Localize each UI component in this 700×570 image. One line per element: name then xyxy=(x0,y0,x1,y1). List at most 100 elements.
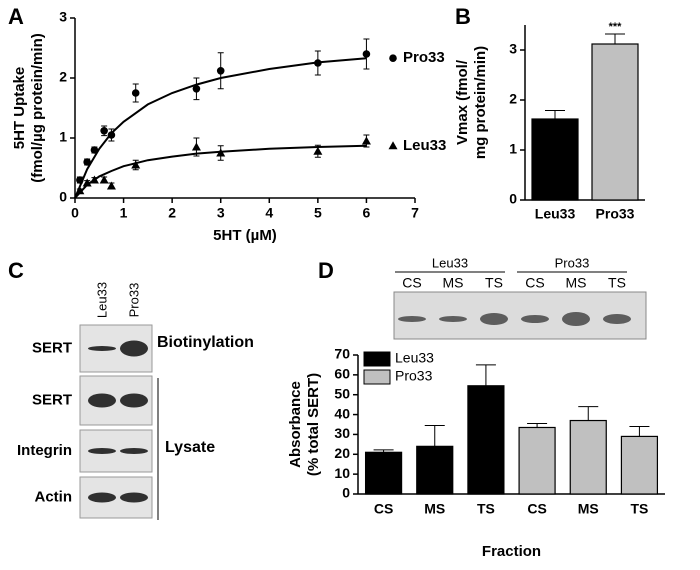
y-tick-label: 0 xyxy=(509,191,517,207)
bar xyxy=(591,43,639,201)
y-tick-label: 0 xyxy=(59,189,67,205)
lane-label: Pro33 xyxy=(126,283,141,318)
blot-band xyxy=(521,315,549,323)
y-tick-label: 3 xyxy=(509,41,517,57)
blot-band xyxy=(562,312,590,326)
legend-label: Leu33 xyxy=(395,350,434,366)
lane-label: TS xyxy=(485,275,503,291)
y-tick-label: 20 xyxy=(334,445,350,461)
legend-marker xyxy=(389,54,397,62)
blot-label: Lysate xyxy=(165,439,215,456)
bar xyxy=(416,445,454,495)
x-tick-label: 1 xyxy=(120,205,128,221)
y-tick-label: 30 xyxy=(334,425,350,441)
row-label: SERT xyxy=(32,391,72,408)
x-tick-label: MS xyxy=(578,501,599,517)
legend-label: Pro33 xyxy=(403,49,445,66)
x-tick-label: 4 xyxy=(265,205,273,221)
data-point xyxy=(107,131,116,139)
data-point xyxy=(216,148,226,157)
data-point xyxy=(313,146,323,155)
x-tick-label: TS xyxy=(477,501,495,517)
lane-label: MS xyxy=(443,275,464,291)
blot-band xyxy=(120,393,148,408)
blot-band xyxy=(439,316,467,322)
y-tick-label: 40 xyxy=(334,405,350,421)
x-tick-label: CS xyxy=(527,501,546,517)
y-tick-label: 70 xyxy=(334,346,350,362)
data-point xyxy=(106,181,116,190)
blot-band xyxy=(88,448,116,454)
data-point xyxy=(89,175,99,184)
panel-label: A xyxy=(8,4,24,29)
blot-band xyxy=(398,316,426,322)
y-tick-label: 1 xyxy=(509,141,517,157)
x-tick-label: 0 xyxy=(71,205,79,221)
lane-label: CS xyxy=(402,275,421,291)
y-axis-label: (fmol/µg protein/min) xyxy=(29,33,46,182)
legend-marker xyxy=(388,141,398,150)
y-axis-label: 5HT Uptake xyxy=(11,67,28,150)
row-label: Actin xyxy=(35,488,73,505)
x-tick-label: Pro33 xyxy=(596,206,635,222)
x-tick-label: MS xyxy=(424,501,445,517)
blot-band xyxy=(120,492,148,503)
blot-band xyxy=(88,492,116,503)
data-point xyxy=(131,160,141,169)
blot-band xyxy=(120,448,148,454)
data-point xyxy=(90,146,99,154)
data-point xyxy=(362,50,371,58)
row-label: Integrin xyxy=(17,442,72,459)
x-tick-label: CS xyxy=(374,501,393,517)
bar xyxy=(569,419,607,495)
y-axis-label: (% total SERT) xyxy=(305,373,322,476)
data-point xyxy=(314,59,322,67)
panel-label: D xyxy=(318,258,334,283)
x-axis-label: 5HT (µM) xyxy=(213,227,277,244)
data-point xyxy=(83,158,91,166)
panel-label: C xyxy=(8,258,24,283)
group-label: Leu33 xyxy=(432,255,468,270)
data-point xyxy=(75,186,85,195)
data-point xyxy=(99,175,109,184)
bar xyxy=(531,118,579,201)
x-axis-label: Fraction xyxy=(482,543,541,560)
y-tick-label: 2 xyxy=(509,91,517,107)
x-tick-label: TS xyxy=(630,501,648,517)
bar xyxy=(518,426,556,495)
legend-swatch xyxy=(363,369,391,385)
lane-label: Leu33 xyxy=(94,282,109,318)
blot-band xyxy=(88,346,116,351)
legend-swatch xyxy=(363,351,391,367)
data-point xyxy=(192,85,201,93)
blot-band xyxy=(603,314,631,324)
data-point xyxy=(131,89,140,97)
x-tick-label: 3 xyxy=(217,205,225,221)
group-label: Pro33 xyxy=(555,255,590,270)
row-label: SERT xyxy=(32,339,72,356)
blot-band xyxy=(120,340,148,357)
bar xyxy=(467,385,505,495)
lane-label: TS xyxy=(608,275,626,291)
y-tick-label: 1 xyxy=(59,129,67,145)
blot-strip xyxy=(393,291,647,340)
x-tick-label: Leu33 xyxy=(535,206,576,222)
data-point xyxy=(361,136,371,145)
y-axis-label: Vmax (fmol/ xyxy=(454,59,471,145)
y-axis-label: mg protein/min) xyxy=(472,46,489,159)
lane-label: MS xyxy=(566,275,587,291)
y-tick-label: 2 xyxy=(59,69,67,85)
x-tick-label: 2 xyxy=(168,205,176,221)
y-tick-label: 3 xyxy=(59,9,67,25)
data-point xyxy=(76,176,84,184)
panel-label: B xyxy=(455,4,471,29)
y-tick-label: 50 xyxy=(334,385,350,401)
blot-label: Biotinylation xyxy=(157,334,254,351)
y-tick-label: 0 xyxy=(342,485,350,501)
legend-label: Leu33 xyxy=(403,137,446,154)
y-tick-label: 60 xyxy=(334,366,350,382)
blot-band xyxy=(480,313,508,325)
data-point xyxy=(100,127,108,135)
x-tick-label: 7 xyxy=(411,205,419,221)
